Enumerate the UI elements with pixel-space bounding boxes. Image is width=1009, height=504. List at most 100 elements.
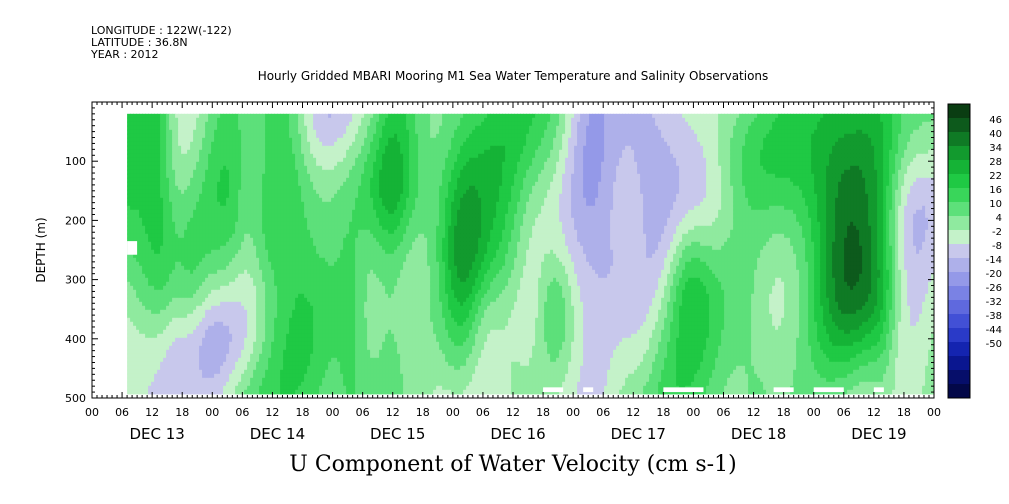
- heatmap-cell: [157, 153, 161, 159]
- heatmap-cell: [145, 113, 149, 119]
- heatmap-cell: [151, 325, 155, 331]
- heatmap-cell: [133, 157, 137, 163]
- heatmap-cell: [163, 249, 167, 255]
- heatmap-cell: [172, 309, 176, 315]
- heatmap-cell: [136, 121, 140, 127]
- heatmap-cell: [154, 229, 158, 235]
- heatmap-cell: [142, 217, 146, 223]
- heatmap-cell: [160, 149, 164, 155]
- heatmap-cell: [187, 265, 191, 271]
- heatmap-cell: [169, 309, 173, 315]
- heatmap-cell: [133, 201, 137, 207]
- heatmap-cell: [130, 161, 134, 167]
- heatmap-cell: [160, 273, 164, 279]
- heatmap-cell: [178, 333, 182, 339]
- heatmap-cell: [184, 237, 188, 243]
- heatmap-cell: [136, 297, 140, 303]
- heatmap-cell: [190, 369, 194, 375]
- heatmap-cell: [136, 193, 140, 199]
- heatmap-cell: [172, 245, 176, 251]
- heatmap-cell: [154, 237, 158, 243]
- heatmap-cell: [193, 113, 197, 119]
- heatmap-cell: [190, 305, 194, 311]
- heatmap-cell: [145, 289, 149, 295]
- heatmap-cell: [136, 265, 140, 271]
- heatmap-cell: [187, 377, 191, 383]
- heatmap-cell: [190, 213, 194, 219]
- heatmap-cell: [145, 321, 149, 327]
- heatmap-cell: [175, 145, 179, 151]
- heatmap-cell: [127, 293, 131, 299]
- heatmap-cell: [160, 177, 164, 183]
- heatmap-cell: [184, 129, 188, 135]
- heatmap-cell: [157, 361, 161, 367]
- heatmap-cell: [166, 297, 170, 303]
- heatmap-cell: [163, 337, 167, 343]
- heatmap-cell: [169, 281, 173, 287]
- heatmap-cell: [184, 357, 188, 363]
- heatmap-cell: [178, 213, 182, 219]
- heatmap-cell: [169, 277, 173, 283]
- heatmap-cell: [193, 201, 197, 207]
- heatmap-cell: [175, 197, 179, 203]
- heatmap-cell: [178, 237, 182, 243]
- heatmap-cell: [160, 329, 164, 335]
- heatmap-cell: [157, 241, 161, 247]
- heatmap-cell: [154, 285, 158, 291]
- heatmap-cell: [169, 269, 173, 275]
- heatmap-cell: [169, 201, 173, 207]
- heatmap-cell: [187, 117, 191, 123]
- heatmap-cell: [190, 177, 194, 183]
- heatmap-cell: [142, 133, 146, 139]
- heatmap-cell: [181, 205, 185, 211]
- heatmap-cell: [151, 197, 155, 203]
- heatmap-cell: [151, 373, 155, 379]
- heatmap-cell: [148, 205, 152, 211]
- heatmap-cell: [160, 141, 164, 147]
- heatmap-cell: [193, 129, 197, 135]
- heatmap-cell: [157, 389, 161, 395]
- heatmap-cell: [157, 381, 161, 387]
- heatmap-cell: [136, 317, 140, 323]
- heatmap-cell: [178, 281, 182, 287]
- heatmap-cell: [148, 257, 152, 263]
- heatmap-cell: [181, 381, 185, 387]
- heatmap-cell: [130, 221, 134, 227]
- heatmap-cell: [154, 137, 158, 143]
- heatmap-cell: [148, 121, 152, 127]
- heatmap-cell: [142, 289, 146, 295]
- heatmap-cell: [154, 125, 158, 131]
- heatmap-cell: [175, 205, 179, 211]
- heatmap-cell: [166, 373, 170, 379]
- heatmap-cell: [154, 249, 158, 255]
- heatmap-cell: [178, 197, 182, 203]
- heatmap-cell: [166, 161, 170, 167]
- heatmap-cell: [157, 141, 161, 147]
- heatmap-cell: [169, 349, 173, 355]
- heatmap-cell: [133, 233, 137, 239]
- heatmap-cell: [169, 161, 173, 167]
- heatmap-cell: [133, 325, 137, 331]
- heatmap-cell: [190, 237, 194, 243]
- heatmap-cell: [166, 217, 170, 223]
- heatmap-cell: [190, 341, 194, 347]
- heatmap-cell: [127, 121, 131, 127]
- heatmap-cell: [133, 261, 137, 267]
- heatmap-cell: [166, 185, 170, 191]
- heatmap-cell: [145, 297, 149, 303]
- heatmap-cell: [136, 261, 140, 267]
- heatmap-cell: [139, 381, 143, 387]
- heatmap-cell: [142, 233, 146, 239]
- heatmap-cell: [169, 169, 173, 175]
- heatmap-cell: [145, 293, 149, 299]
- heatmap-cell: [148, 253, 152, 259]
- heatmap-cell: [127, 209, 131, 215]
- heatmap-cell: [130, 313, 134, 319]
- heatmap-cell: [127, 161, 131, 167]
- heatmap-cell: [154, 173, 158, 179]
- heatmap-cell: [190, 185, 194, 191]
- heatmap-cell: [151, 245, 155, 251]
- heatmap-cell: [145, 357, 149, 363]
- heatmap-cell: [184, 261, 188, 267]
- heatmap-cell: [190, 153, 194, 159]
